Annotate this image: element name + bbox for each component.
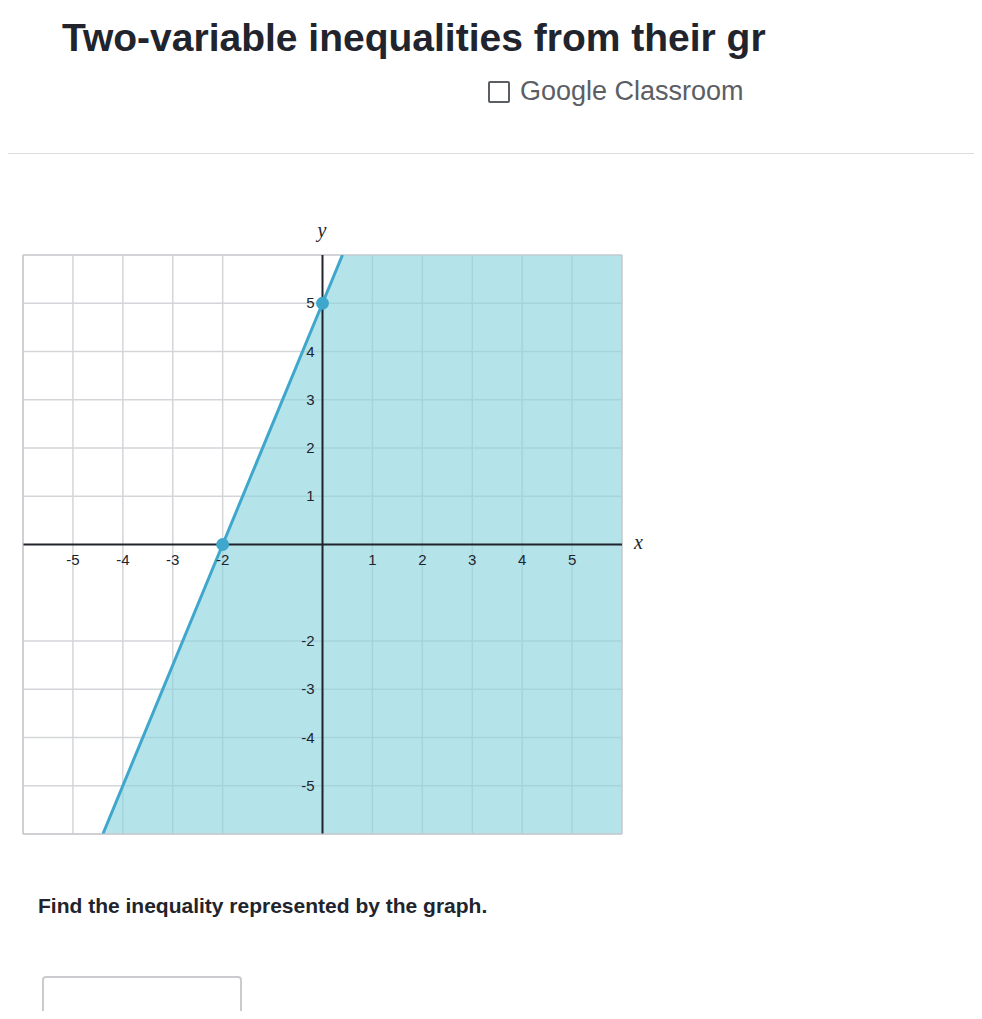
svg-text:4: 4	[306, 343, 314, 360]
svg-text:1: 1	[368, 551, 376, 568]
svg-text:4: 4	[518, 551, 526, 568]
svg-text:3: 3	[306, 391, 314, 408]
svg-text:2: 2	[306, 439, 314, 456]
html-text:x: x	[634, 530, 643, 553]
svg-text:-2: -2	[216, 551, 229, 568]
svg-text:-5: -5	[66, 551, 79, 568]
svg-text:-5: -5	[301, 777, 314, 794]
svg-text:5: 5	[568, 551, 576, 568]
svg-text:-3: -3	[301, 680, 314, 697]
svg-text:5: 5	[306, 294, 314, 311]
svg-text:-4: -4	[301, 729, 314, 746]
svg-text:1: 1	[306, 487, 314, 504]
html-text:Find the inequality represente: Find the inequality represented by the g…	[38, 894, 488, 917]
svg-text:-2: -2	[301, 632, 314, 649]
svg-text:-3: -3	[166, 551, 179, 568]
html-text:Two-variable inequalities from: Two-variable inequalities from their gr	[62, 16, 766, 59]
html-text:y: y	[317, 219, 327, 241]
svg-text:3: 3	[468, 551, 476, 568]
html-text:Google Classroom: Google Classroom	[520, 76, 744, 106]
svg-text:-4: -4	[116, 551, 129, 568]
svg-text:2: 2	[418, 551, 426, 568]
